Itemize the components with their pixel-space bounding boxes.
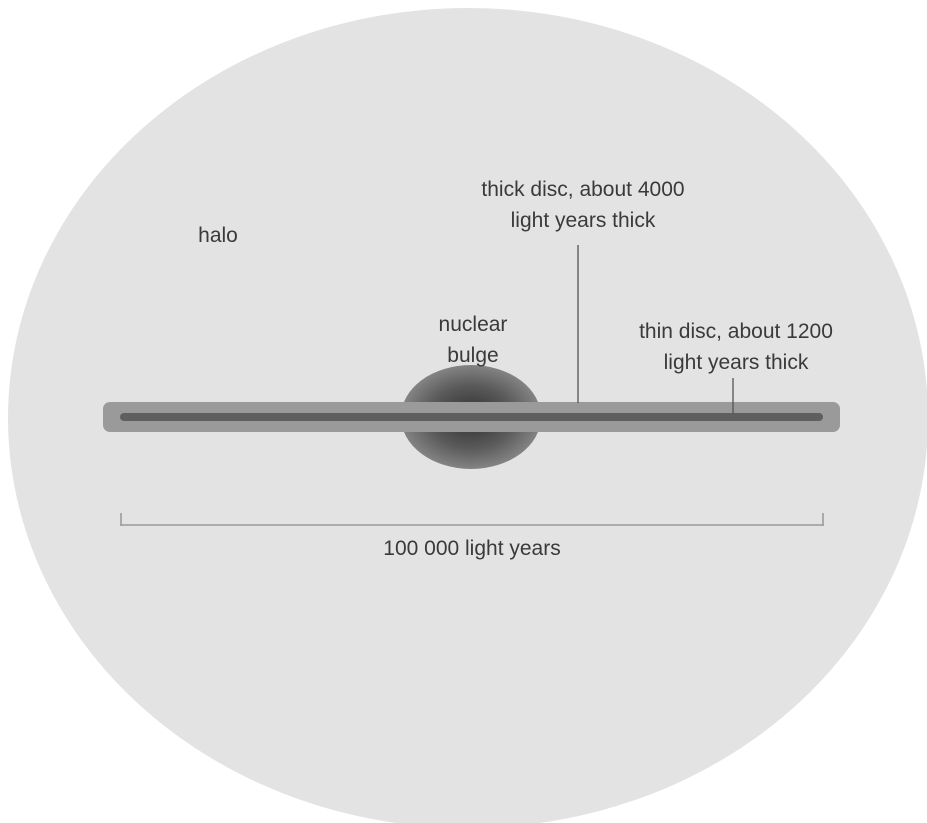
thin-disc-label-line-1: thin disc, about 1200 bbox=[639, 320, 833, 343]
thick-disc-label: thick disc, about 4000 light years thick bbox=[433, 174, 733, 236]
scale-bar bbox=[120, 513, 824, 526]
thick-disc-label-line-2: light years thick bbox=[510, 209, 656, 232]
thick-disc-label-line-1: thick disc, about 4000 bbox=[481, 178, 685, 201]
thin-disc-bar bbox=[120, 413, 823, 421]
nuclear-bulge-label-line-1: nuclear bbox=[438, 313, 508, 336]
thin-disc-label-line-2: light years thick bbox=[663, 351, 809, 374]
halo-label: halo bbox=[198, 224, 238, 247]
nuclear-bulge-label-line-2: bulge bbox=[447, 344, 499, 367]
thin-disc-label: thin disc, about 1200 light years thick bbox=[596, 316, 876, 378]
scale-label: 100 000 light years bbox=[383, 537, 561, 560]
nuclear-bulge-label: nuclear bulge bbox=[398, 309, 548, 371]
